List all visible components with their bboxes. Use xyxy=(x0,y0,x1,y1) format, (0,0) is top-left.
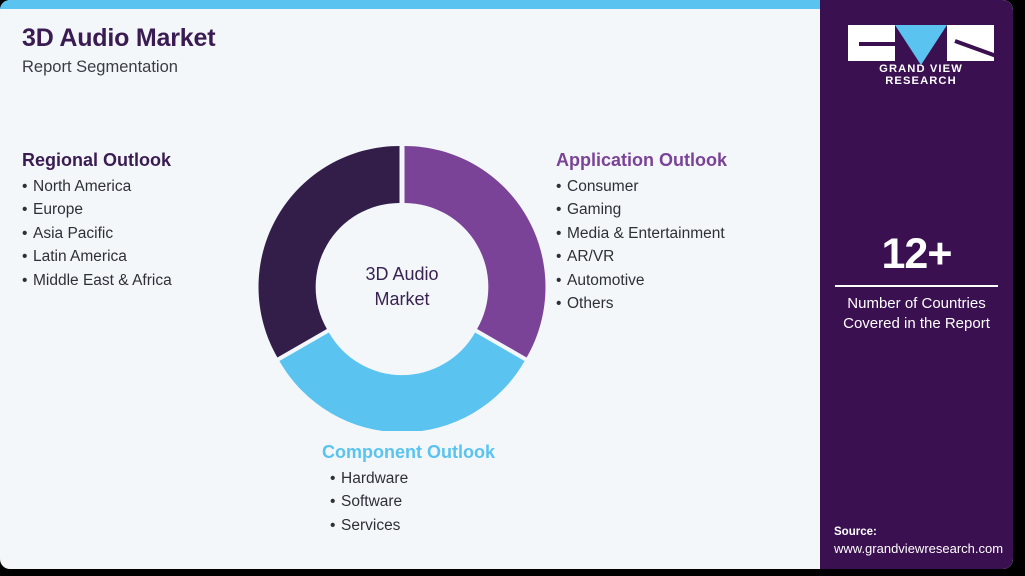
brand-panel: GRAND VIEW RESEARCH 12+ Number of Countr… xyxy=(820,0,1013,569)
top-accent-strip xyxy=(0,0,821,9)
application-outlook-heading: Application Outlook xyxy=(556,150,727,170)
list-item: North America xyxy=(22,175,172,199)
page-subtitle: Report Segmentation xyxy=(22,57,178,76)
list-item: Asia Pacific xyxy=(22,222,172,246)
list-item: Others xyxy=(556,292,727,316)
list-item: Middle East & Africa xyxy=(22,269,172,293)
source-url[interactable]: www.grandviewresearch.com xyxy=(834,541,1004,556)
list-item: Gaming xyxy=(556,198,727,222)
main-card: 3D Audio Market Report Segmentation 3D A… xyxy=(0,0,1013,569)
list-item: Europe xyxy=(22,198,172,222)
component-outlook-list: Hardware Software Services xyxy=(322,467,495,538)
application-outlook-block: Application Outlook Consumer Gaming Medi… xyxy=(556,150,727,316)
component-outlook-heading: Component Outlook xyxy=(322,442,495,462)
list-item: Software xyxy=(330,490,495,514)
list-item: Automotive xyxy=(556,269,727,293)
source-block: Source: www.grandviewresearch.com xyxy=(834,524,1013,557)
logo-wordmark: GRAND VIEW RESEARCH xyxy=(879,63,963,87)
countries-stat-block: 12+ Number of Countries Covered in the R… xyxy=(832,230,1001,334)
grand-view-research-logo: GRAND VIEW RESEARCH xyxy=(848,25,994,87)
list-item: Consumer xyxy=(556,175,727,199)
stat-value: 12+ xyxy=(881,230,953,278)
list-item: Services xyxy=(330,514,495,538)
regional-outlook-list: North America Europe Asia Pacific Latin … xyxy=(22,175,172,293)
header: 3D Audio Market Report Segmentation xyxy=(22,24,622,78)
list-item: Latin America xyxy=(22,245,172,269)
stat-label-line1: Number of Countries xyxy=(847,295,986,313)
stat-label-line2: Covered in the Report xyxy=(843,315,990,333)
component-outlook-block: Component Outlook Hardware Software Serv… xyxy=(322,442,495,537)
donut-svg xyxy=(258,146,546,431)
logo-g-icon xyxy=(848,25,895,61)
page-title: 3D Audio Market xyxy=(22,24,216,52)
regional-outlook-heading: Regional Outlook xyxy=(22,150,172,170)
regional-outlook-block: Regional Outlook North America Europe As… xyxy=(22,150,172,292)
stat-divider xyxy=(835,285,998,288)
list-item: Media & Entertainment xyxy=(556,222,727,246)
application-outlook-list: Consumer Gaming Media & Entertainment AR… xyxy=(556,175,727,316)
source-label: Source: xyxy=(834,526,877,538)
logo-mark xyxy=(848,25,994,65)
donut-segment-component xyxy=(279,332,525,431)
list-item: AR/VR xyxy=(556,245,727,269)
list-item: Hardware xyxy=(330,467,495,491)
donut-segment-regional xyxy=(258,146,400,358)
segmentation-donut-chart: 3D Audio Market xyxy=(258,143,546,431)
logo-r-icon xyxy=(947,25,994,61)
donut-segment-application xyxy=(404,146,546,358)
logo-v-triangle-icon xyxy=(895,25,947,65)
